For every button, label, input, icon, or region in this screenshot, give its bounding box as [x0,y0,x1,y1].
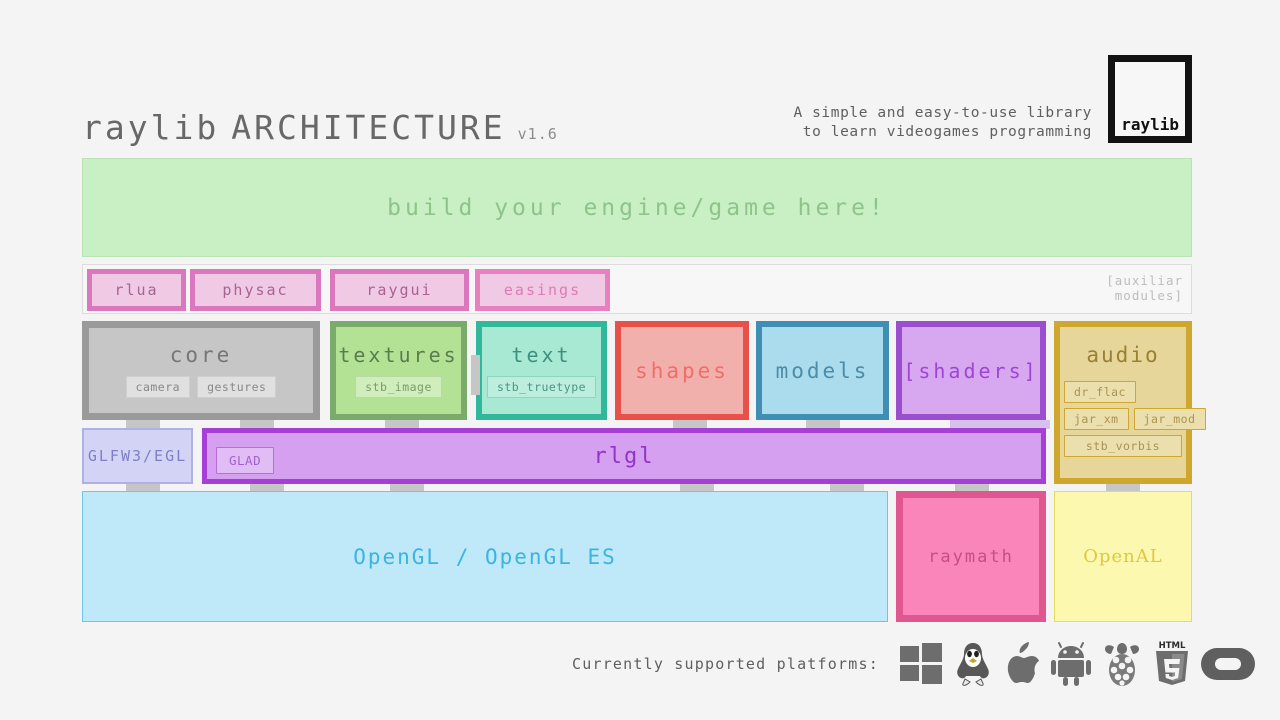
layer-raymath[interactable]: raymath [896,491,1046,622]
connector-shapes-rlgl [673,420,707,429]
connector-textures-text [471,355,480,395]
module-textures-sublist: stb_image [355,376,442,398]
aux-label: easings [503,281,582,299]
aux-caption-line-2: modules] [1114,288,1183,303]
auxiliary-modules-row: rlua physac raygui easings [auxiliar mod… [82,264,1192,314]
build-area-box: build your engine/game here! [82,158,1192,257]
module-shapes-label: shapes [635,358,729,383]
title-main: ARCHITECTURE [231,108,506,147]
aux-label: rlua [114,281,159,299]
module-core-label: core [169,343,233,367]
module-shapes[interactable]: shapes [615,321,749,420]
linux-icon [957,643,989,686]
layer-rlgl[interactable]: rlgl GLAD [202,428,1046,484]
sub-camera: camera [125,376,191,398]
connector-rlgl-opengl-1 [250,484,284,493]
module-models[interactable]: models [756,321,889,420]
page-title: raylib ARCHITECTURE v1.6 [82,108,558,147]
raylib-logo-text: raylib [1121,115,1179,134]
module-core-sublist: camera gestures [125,376,277,398]
platforms-label: Currently supported platforms: [572,655,879,673]
sub-jar-xm: jar_xm [1064,408,1129,430]
module-audio-label: audio [1086,343,1160,367]
connector-rlgl-opengl-4 [830,484,864,493]
connector-core-rlgl [240,420,274,429]
module-shaders[interactable]: [shaders] [896,321,1046,420]
html5-icon: HTML [1156,641,1188,685]
raspberrypi-icon [1105,643,1139,686]
module-shaders-label: [shaders] [903,358,1039,383]
aux-label: physac [222,281,289,299]
connector-shaders-rlgl [950,420,1050,429]
layer-rlgl-label: rlgl [593,443,655,469]
platform-icons: HTML [898,640,1256,688]
tagline-line-1: A simple and easy-to-use library [793,105,1092,121]
sub-glad: GLAD [216,447,275,474]
aux-caption-line-1: [auxiliar [1106,273,1183,288]
build-area-label: build your engine/game here! [387,194,887,221]
module-core[interactable]: core camera gestures [82,321,320,420]
audio-sub-pair: jar_xm jar_mod [1064,408,1206,430]
tagline-line-2: to learn videogames programming [802,124,1092,140]
aux-module-easings[interactable]: easings [475,269,610,311]
module-textures-label: textures [338,343,459,367]
module-models-label: models [775,358,870,383]
sub-stb-truetype: stb_truetype [486,376,597,398]
oculus-icon [1201,648,1255,680]
module-audio[interactable]: audio dr_flac jar_xm jar_mod stb_vorbis [1054,321,1206,484]
raylib-logo: raylib [1108,55,1192,143]
layer-openal[interactable]: OpenAL [1054,491,1192,622]
sub-dr-flac: dr_flac [1064,381,1136,403]
module-textures[interactable]: textures stb_image [330,321,467,420]
version-label: v1.6 [517,125,558,143]
title-brand: raylib [82,108,220,147]
aux-module-physac[interactable]: physac [190,269,321,311]
layer-glfw3-egl[interactable]: GLFW3/EGL [82,428,193,484]
aux-module-rlua[interactable]: rlua [87,269,186,311]
layer-glfw3-egl-label: GLFW3/EGL [87,447,188,465]
connector-models-rlgl [806,420,840,429]
connector-rlgl-opengl-2 [390,484,424,493]
svg-text:HTML: HTML [1159,641,1186,651]
android-icon [1051,642,1091,686]
sub-stb-image: stb_image [355,376,442,398]
module-audio-sublist: dr_flac jar_xm jar_mod stb_vorbis [1060,381,1206,457]
module-text-sublist: stb_truetype [486,376,597,398]
sub-gestures: gestures [197,376,277,398]
connector-rlgl-opengl-3 [680,484,714,493]
tagline: A simple and easy-to-use library to lear… [793,104,1092,142]
connector-audio-openal [1106,484,1140,493]
aux-label: raygui [366,281,433,299]
connector-core-glfw [126,420,160,429]
layer-opengl-label: OpenGL / OpenGL ES [353,544,617,569]
aux-module-raygui[interactable]: raygui [330,269,469,311]
layer-opengl[interactable]: OpenGL / OpenGL ES [82,491,888,622]
auxiliary-modules-caption: [auxiliar modules] [1106,273,1183,303]
connector-rlgl-raymath [955,484,989,493]
connector-textures-rlgl [385,420,419,429]
sub-stb-vorbis: stb_vorbis [1064,435,1182,457]
layer-openal-label: OpenAL [1083,546,1163,567]
module-text-label: text [511,343,572,367]
sub-jar-mod: jar_mod [1133,408,1206,430]
connector-glfw-opengl [126,484,160,493]
apple-icon [1007,642,1039,683]
module-text[interactable]: text stb_truetype [476,321,607,420]
layer-raymath-label: raymath [928,546,1014,567]
windows-icon [900,643,942,684]
